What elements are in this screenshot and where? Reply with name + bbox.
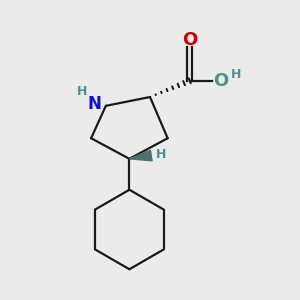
Text: H: H bbox=[231, 68, 241, 81]
Text: O: O bbox=[182, 32, 197, 50]
Text: N: N bbox=[88, 95, 102, 113]
Text: H: H bbox=[156, 148, 167, 160]
Polygon shape bbox=[129, 150, 152, 161]
Text: O: O bbox=[213, 72, 228, 90]
Text: H: H bbox=[76, 85, 87, 98]
